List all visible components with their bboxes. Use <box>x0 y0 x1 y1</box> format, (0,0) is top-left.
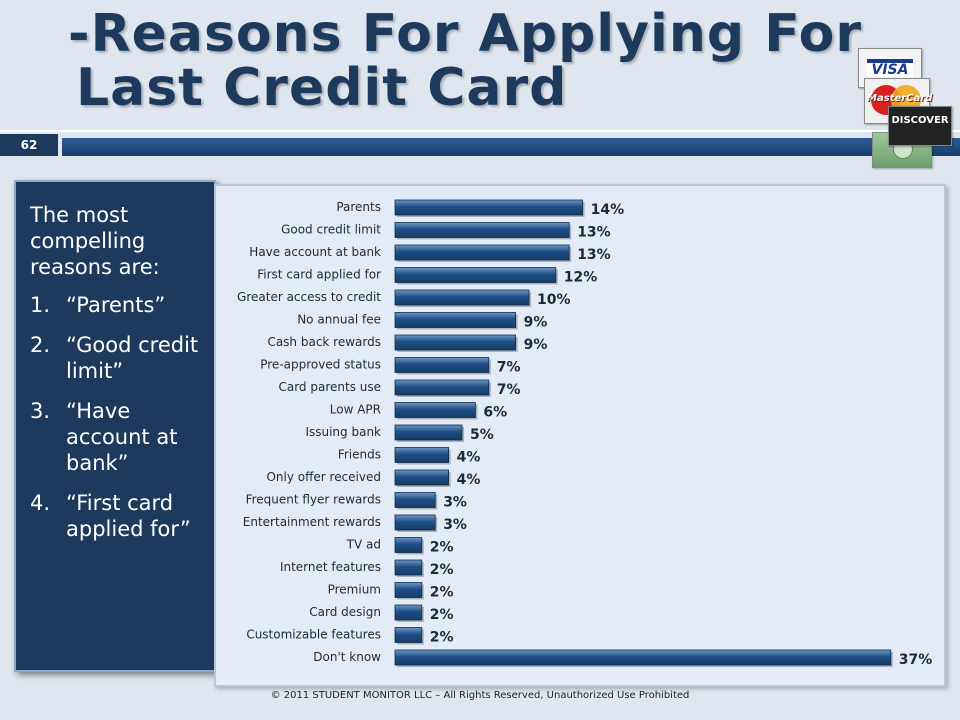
bar <box>394 199 584 216</box>
reason-text: “Have account at bank” <box>66 399 178 475</box>
mastercard-logo: MasterCard <box>867 93 933 104</box>
bar <box>394 559 423 576</box>
slide-number: 62 <box>0 134 58 156</box>
bar <box>394 469 449 486</box>
category-label: Greater access to credit <box>237 290 381 304</box>
reason-number: 4. <box>30 491 51 515</box>
title-line-1: -Reasons For Applying For <box>68 4 862 64</box>
bar <box>394 267 557 283</box>
category-label: Cash back rewards <box>267 335 381 349</box>
credit-card-logos: VISA MasterCard DISCOVER <box>852 44 960 172</box>
data-label: 12% <box>564 270 598 286</box>
data-label: 3% <box>443 517 467 533</box>
category-label: Internet features <box>280 560 381 574</box>
reason-text: “First card applied for” <box>66 491 191 541</box>
bar <box>394 582 423 598</box>
bar <box>394 492 436 508</box>
chart-panel: Parents 14% Good credit limit 13% Have accou… <box>214 184 946 687</box>
data-label: 2% <box>430 607 454 623</box>
data-label: 2% <box>430 562 454 578</box>
reasons-list: 1. “Parents” 2. “Good credit limit” 3. “Hav… <box>30 292 204 542</box>
bar <box>394 447 449 463</box>
category-label: Customizable features <box>246 628 381 642</box>
header-bar <box>62 138 960 156</box>
category-label: First card applied for <box>257 268 381 282</box>
data-label: 3% <box>443 495 467 511</box>
category-label: Frequent flyer rewards <box>246 493 381 507</box>
bar <box>394 289 530 306</box>
category-label: Premium <box>328 583 381 597</box>
bar <box>394 312 516 328</box>
data-label: 37% <box>899 652 933 668</box>
data-label: 9% <box>524 315 548 331</box>
bar <box>394 334 516 351</box>
data-label: 9% <box>524 337 548 353</box>
data-label: 4% <box>457 472 481 488</box>
data-label: 10% <box>537 292 571 308</box>
category-label: Don't know <box>313 650 381 664</box>
reason-item: 1. “Parents” <box>30 292 204 318</box>
discover-card-image: DISCOVER <box>888 106 952 146</box>
bar <box>394 604 423 621</box>
reason-item: 2. “Good credit limit” <box>30 332 204 384</box>
category-label: Card design <box>309 605 381 619</box>
data-label: 5% <box>470 427 494 443</box>
bar <box>394 537 423 553</box>
data-label: 7% <box>497 360 521 376</box>
reason-number: 2. <box>30 333 51 357</box>
data-label: 2% <box>430 630 454 646</box>
data-label: 4% <box>457 450 481 466</box>
header-divider <box>0 130 960 132</box>
summary-intro: The most compelling reasons are: <box>30 203 160 279</box>
category-label: Card parents use <box>278 380 381 394</box>
category-label: Only offer received <box>266 470 381 484</box>
reason-item: 4. “First card applied for” <box>30 490 204 542</box>
bar <box>394 627 423 643</box>
data-label: 2% <box>430 540 454 556</box>
category-label: Have account at bank <box>249 245 381 259</box>
reason-number: 3. <box>30 399 51 423</box>
slide-title: -Reasons For Applying For Last Credit Ca… <box>68 4 862 118</box>
bar <box>394 244 570 261</box>
reason-text: “Parents” <box>66 293 166 317</box>
category-label: Pre-approved status <box>260 358 381 372</box>
data-label: 13% <box>577 247 611 263</box>
category-label: No annual fee <box>297 313 381 327</box>
discover-logo: DISCOVER <box>891 115 949 126</box>
reason-number: 1. <box>30 293 51 317</box>
category-label: TV ad <box>346 538 381 552</box>
bar <box>394 379 490 396</box>
data-label: 13% <box>577 225 611 241</box>
bar <box>394 649 892 666</box>
bar-chart: Parents 14% Good credit limit 13% Have accou… <box>237 199 933 668</box>
bar <box>394 402 476 418</box>
category-label: Friends <box>338 448 381 462</box>
bar <box>394 514 436 531</box>
reason-item: 3. “Have account at bank” <box>30 398 204 476</box>
bar <box>394 222 570 238</box>
category-label: Entertainment rewards <box>243 515 381 529</box>
data-label: 14% <box>591 202 625 218</box>
title-line-2: Last Credit Card <box>76 58 568 118</box>
data-label: 7% <box>497 382 521 398</box>
category-label: Low APR <box>330 403 381 417</box>
bar <box>394 357 490 373</box>
reason-text: “Good credit limit” <box>66 333 199 383</box>
summary-panel: The most compelling reasons are: 1. “Pare… <box>14 180 216 672</box>
category-label: Parents <box>336 200 381 214</box>
data-label: 2% <box>430 585 454 601</box>
category-label: Issuing bank <box>305 425 381 439</box>
copyright-footer: © 2011 STUDENT MONITOR LLC – All Rights … <box>270 690 690 701</box>
bar <box>394 424 463 441</box>
data-label: 6% <box>483 405 507 421</box>
category-label: Good credit limit <box>281 223 381 237</box>
